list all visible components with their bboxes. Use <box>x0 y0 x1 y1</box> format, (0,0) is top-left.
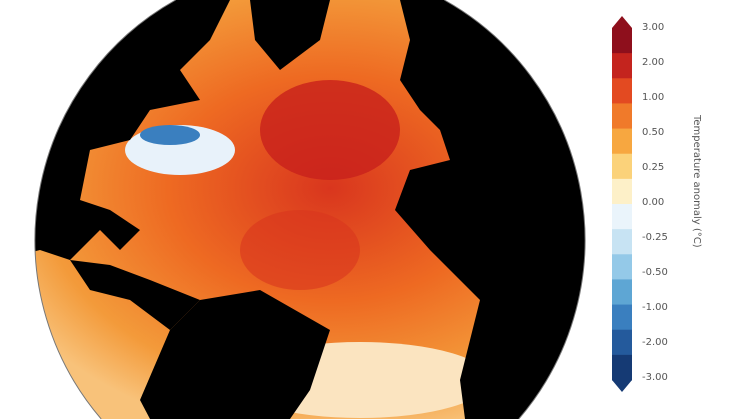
colorbar-tick: 0.50 <box>642 127 665 138</box>
colorbar-tick: -1.00 <box>642 302 668 313</box>
colorbar-segment <box>612 279 632 306</box>
colorbar-segment <box>612 304 632 331</box>
colorbar-tick: 1.00 <box>642 92 665 103</box>
colorbar-max-arrow <box>612 16 632 28</box>
colorbar-min-arrow <box>612 380 632 392</box>
colorbar-segment <box>612 178 632 205</box>
colorbar-segment <box>612 153 632 180</box>
colorbar-tick: -3.00 <box>642 372 668 383</box>
colorbar-tick: 2.00 <box>642 57 665 68</box>
greenland <box>250 0 330 70</box>
colorbar-segment <box>612 329 632 356</box>
colorbar-label: Temperature anomaly (°C) <box>691 115 702 248</box>
south-america <box>140 290 330 419</box>
europe-africa <box>395 0 586 419</box>
cold-anomaly <box>140 125 200 145</box>
colorbar <box>612 16 632 392</box>
colorbar-segment <box>612 204 632 230</box>
colorbar-tick: -2.00 <box>642 337 668 348</box>
colorbar-tick: 0.25 <box>642 162 665 173</box>
colorbar-segment <box>612 28 632 54</box>
warm-anomaly <box>240 210 360 290</box>
central-america <box>70 260 200 330</box>
warm-anomaly <box>260 80 400 180</box>
colorbar-segment <box>612 229 632 255</box>
colorbar-tick: -0.25 <box>642 232 668 243</box>
colorbar-segment <box>612 53 632 79</box>
colorbar-segment <box>612 103 632 130</box>
colorbar-tick: 0.00 <box>642 197 665 208</box>
colorbar-tick: 3.00 <box>642 22 665 33</box>
colorbar-segment <box>612 78 632 104</box>
colorbar-segment <box>612 254 632 280</box>
colorbar-segment <box>612 354 632 381</box>
colorbar-segment <box>612 128 632 155</box>
colorbar-tick: -0.50 <box>642 267 668 278</box>
globe-outline <box>34 0 586 419</box>
globe-map <box>34 0 586 419</box>
